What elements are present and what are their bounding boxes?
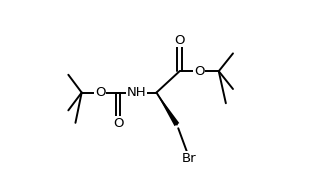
Text: O: O [194,65,204,78]
Polygon shape [156,92,179,126]
Text: Br: Br [182,152,197,165]
Text: O: O [174,33,185,47]
Text: NH: NH [127,86,147,99]
Text: O: O [95,86,106,99]
Text: O: O [113,117,124,130]
